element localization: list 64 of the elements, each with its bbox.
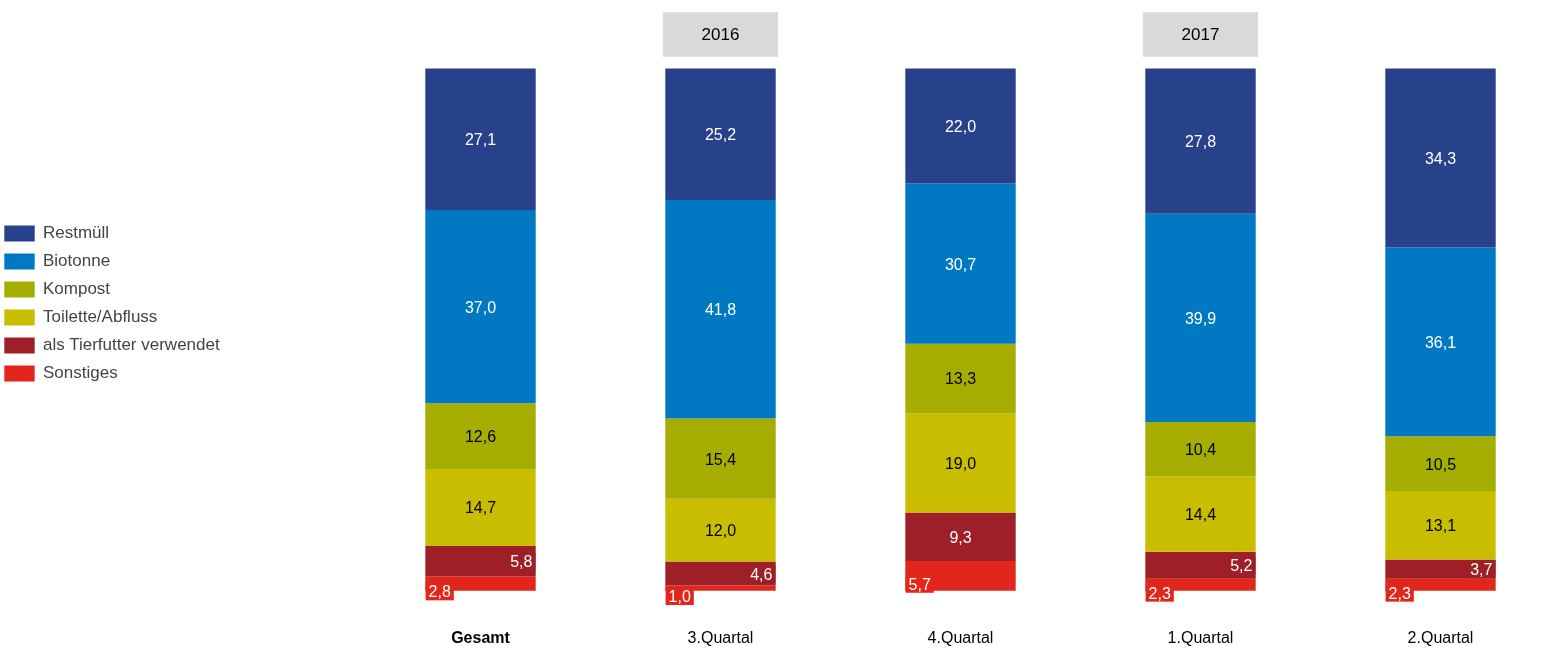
- text: 2017: [1181, 25, 1220, 45]
- data-label: 30,7: [944, 255, 977, 273]
- legend-label: Sonstiges: [43, 363, 118, 383]
- bar: [1385, 247, 1496, 437]
- data-label: 10,5: [1424, 455, 1457, 473]
- bar: [1145, 213, 1256, 423]
- data-label: 37,0: [464, 298, 497, 316]
- data-label: 3,7: [1470, 561, 1493, 579]
- data-label: 2,3: [1388, 584, 1411, 602]
- data-label: 19,0: [944, 454, 977, 472]
- bar: [905, 183, 1016, 344]
- bar: [425, 403, 536, 470]
- bar: [1145, 68, 1256, 214]
- data-label: 1,0: [668, 588, 691, 606]
- data-label: 5,2: [1230, 557, 1253, 575]
- x-tick-label: 3.Quartal: [687, 629, 754, 647]
- bar: [1145, 476, 1256, 552]
- bar: [1385, 68, 1496, 248]
- bar: [425, 68, 536, 210]
- data-label: 27,8: [1184, 133, 1217, 151]
- x-tick-label: 1.Quartal: [1167, 629, 1234, 647]
- data-label: 12,6: [464, 428, 497, 446]
- data-label: 36,1: [1424, 333, 1457, 351]
- legend-label: Biotonne: [43, 251, 111, 271]
- data-label: 14,7: [464, 499, 497, 517]
- data-label: 9,3: [949, 528, 972, 546]
- data-label: 27,1: [464, 131, 497, 149]
- data-label: 39,9: [1184, 309, 1217, 327]
- legend-label: Restmüll: [43, 223, 110, 243]
- bar: [905, 68, 1016, 184]
- bar: [665, 200, 776, 419]
- x-tick-label: 4.Quartal: [927, 629, 994, 647]
- bar: [425, 209, 536, 404]
- bar: [665, 68, 776, 201]
- data-label: 14,4: [1184, 506, 1217, 524]
- data-label: 10,4: [1184, 441, 1217, 459]
- bar: [905, 413, 1016, 513]
- data-label: 25,2: [704, 126, 737, 144]
- data-label: 4,6: [750, 565, 773, 583]
- bar: [905, 512, 1016, 562]
- legend-label: als Tierfutter verwendet: [43, 335, 220, 355]
- bar: [665, 498, 776, 562]
- bar: [665, 418, 776, 499]
- data-label: 41,8: [704, 301, 737, 319]
- data-label: 5,7: [908, 575, 931, 593]
- data-label: 13,1: [1424, 517, 1457, 535]
- data-label: 34,3: [1424, 150, 1457, 167]
- bar: [425, 469, 536, 546]
- legend-label: Kompost: [43, 279, 111, 299]
- data-label: 22,0: [944, 117, 977, 135]
- x-tick-label: 2.Quartal: [1407, 629, 1474, 647]
- data-label: 5,8: [510, 553, 533, 571]
- text: 2016: [701, 25, 740, 45]
- bar: [1145, 422, 1256, 477]
- data-label: 2,3: [1148, 584, 1171, 602]
- bar: [1385, 491, 1496, 560]
- data-label: 15,4: [704, 450, 737, 468]
- data-label: 12,0: [704, 522, 737, 540]
- legend-label: Toilette/Abfluss: [43, 307, 158, 327]
- bar: [905, 343, 1016, 414]
- data-label: 13,3: [944, 370, 977, 388]
- x-tick-label: Gesamt: [451, 629, 511, 647]
- bar: [1385, 436, 1496, 492]
- data-label: 2,8: [428, 583, 451, 601]
